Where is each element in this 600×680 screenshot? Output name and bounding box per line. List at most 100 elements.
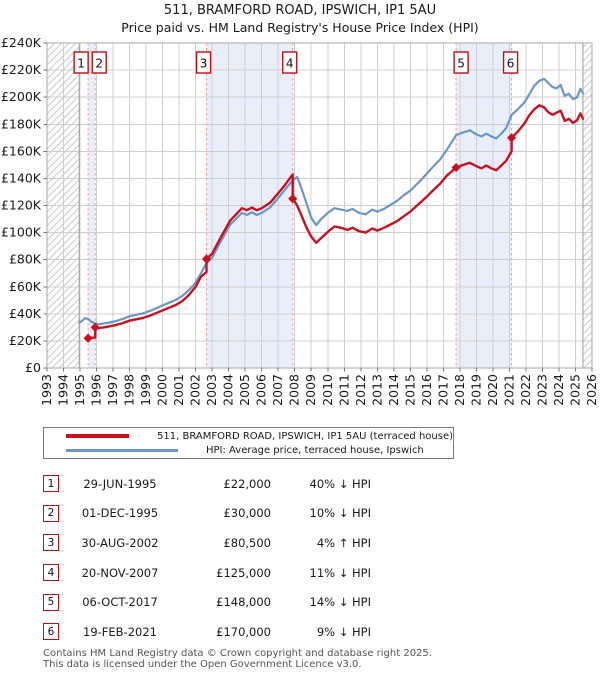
x-axis-label: 1994 <box>56 374 71 406</box>
sale-date: 06-OCT-2017 <box>82 595 158 610</box>
sale-number-badge: 5 <box>43 593 59 611</box>
x-axis-label: 1997 <box>105 374 120 406</box>
sale-date: 30-AUG-2002 <box>81 535 159 550</box>
y-axis-label: £220K <box>1 62 42 77</box>
x-axis-label: 2026 <box>584 374 599 406</box>
sale-number-badge: 2 <box>43 504 59 522</box>
sale-number-box <box>73 51 89 74</box>
x-axis-label: 1993 <box>39 374 54 406</box>
no-data-region <box>582 43 592 368</box>
price-history-chart: 1 2 3 4 5 6£0£20K£40K£60K£80K£100K£120K£140K£… <box>1 35 599 406</box>
x-axis-label: 2019 <box>468 374 483 406</box>
sale-number-box <box>195 51 212 74</box>
sale-number-badge: 4 <box>43 564 59 582</box>
x-axis-label: 2000 <box>155 374 170 406</box>
y-axis-label: £180K <box>1 116 42 131</box>
sale-marker <box>451 162 461 173</box>
sale-date: 19-FEB-2021 <box>83 624 157 639</box>
sale-marker <box>201 254 212 264</box>
y-axis-label: £20K <box>9 333 42 348</box>
sale-number: 4 <box>286 57 294 71</box>
table-row: 1 29-JUN-1995 £22,000 40% ↓ HPI <box>43 469 371 499</box>
no-data-region <box>47 43 80 368</box>
x-axis-label: 2023 <box>534 374 549 406</box>
sale-number-badge: 1 <box>43 475 59 493</box>
sale-marker <box>506 133 517 143</box>
sale-number: 2 <box>95 57 103 71</box>
x-axis-label: 2017 <box>435 374 450 406</box>
sale-number-box <box>91 51 107 74</box>
x-axis-label: 2020 <box>485 374 500 406</box>
y-axis-label: £60K <box>9 279 42 294</box>
sale-number-box <box>282 51 298 74</box>
y-axis-label: £200K <box>1 89 42 104</box>
table-row: 4 20-NOV-2007 £125,000 11% ↓ HPI <box>43 558 371 588</box>
sale-number-badge: 6 <box>43 623 59 641</box>
x-axis-label: 1999 <box>138 374 153 406</box>
y-axis-label: £40K <box>9 306 42 321</box>
sale-vs-hpi: 11% ↓ HPI <box>309 565 371 580</box>
sale-number-box <box>453 51 469 74</box>
y-axis-label: £0 <box>25 360 41 375</box>
sale-date-lines <box>87 43 513 368</box>
sale-vs-hpi: 10% ↓ HPI <box>309 506 371 521</box>
y-axis-label: £240K <box>1 35 42 50</box>
x-axis-label: 2016 <box>419 374 434 406</box>
chart-legend: 511, BRAMFORD ROAD, IPSWICH, IP1 5AU (te… <box>43 427 454 459</box>
x-axis-label: 2024 <box>551 374 566 406</box>
table-row: 3 30-AUG-2002 £80,500 4% ↑ HPI <box>43 528 371 558</box>
sale-marker <box>90 322 100 332</box>
x-axis-label: 2001 <box>171 374 186 406</box>
x-axis-label: 2011 <box>336 374 351 406</box>
sale-price: £22,000 <box>223 476 271 491</box>
x-axis-label: 2025 <box>567 374 582 406</box>
footer-line-2: This data is licensed under the Open Gov… <box>43 659 362 670</box>
legend-item: 511, BRAMFORD ROAD, IPSWICH, IP1 5AU (te… <box>44 429 453 443</box>
sale-price: £170,000 <box>216 624 271 639</box>
table-row: 5 06-OCT-2017 £148,000 14% ↓ HPI <box>43 587 371 617</box>
sale-date: 01-DEC-1995 <box>81 506 159 521</box>
x-axis-label: 2012 <box>353 374 368 406</box>
x-axis-label: 2007 <box>270 374 285 406</box>
x-axis-label: 1996 <box>89 374 104 406</box>
sale-vs-hpi: 4% ↑ HPI <box>316 535 371 550</box>
sale-number-box <box>502 51 519 74</box>
x-axis-label: 2022 <box>518 374 533 406</box>
no-data-hatch <box>47 43 592 368</box>
x-axis-label: 1998 <box>122 374 137 406</box>
sales-table: 1 29-JUN-1995 £22,000 40% ↓ HPI 2 01-DEC-1995… <box>43 469 371 647</box>
axis-ticks: £0 £20K £40K £60K £80K £100K £120K £140K £160K £1… <box>1 35 599 406</box>
hpi-series-line <box>78 77 585 326</box>
page-subtitle: Price paid vs. HM Land Registry's House … <box>121 20 479 35</box>
hpi-line-swatch <box>66 448 178 452</box>
y-axis-label: £160K <box>1 143 42 158</box>
x-axis-label: 2003 <box>204 374 219 406</box>
x-axis-label: 2005 <box>237 374 252 406</box>
sale-number: 5 <box>457 57 465 71</box>
sale-number: 6 <box>507 57 515 71</box>
property-series-line <box>86 104 585 340</box>
sale-date: 29-JUN-1995 <box>83 476 157 491</box>
sale-price: £80,500 <box>223 535 271 550</box>
sale-date: 20-NOV-2007 <box>81 565 159 580</box>
legend-label: 511, BRAMFORD ROAD, IPSWICH, IP1 5AU (te… <box>157 430 453 442</box>
license-footer: Contains HM Land Registry data © Crown c… <box>43 648 432 670</box>
x-axis-label: 2004 <box>221 374 236 406</box>
y-axis-label: £140K <box>1 170 42 185</box>
legend-item: HPI: Average price, terraced house, Ipsw… <box>44 443 453 457</box>
x-axis-label: 2015 <box>402 374 417 406</box>
sale-vs-hpi: 9% ↓ HPI <box>316 624 371 639</box>
y-axis-label: £80K <box>9 252 42 267</box>
sale-price: £30,000 <box>223 506 271 521</box>
x-axis-label: 2014 <box>386 374 401 406</box>
legend-label: HPI: Average price, terraced house, Ipsw… <box>206 444 424 456</box>
sale-vs-hpi: 14% ↓ HPI <box>309 595 371 610</box>
sale-vs-hpi: 40% ↓ HPI <box>309 476 371 491</box>
table-row: 6 19-FEB-2021 £170,000 9% ↓ HPI <box>43 617 371 647</box>
sale-number: 1 <box>77 57 85 71</box>
x-axis-label: 2021 <box>501 374 516 406</box>
footer-line-1: Contains HM Land Registry data © Crown c… <box>43 648 432 659</box>
x-axis-label: 2008 <box>287 374 302 406</box>
sale-price: £125,000 <box>216 565 271 580</box>
